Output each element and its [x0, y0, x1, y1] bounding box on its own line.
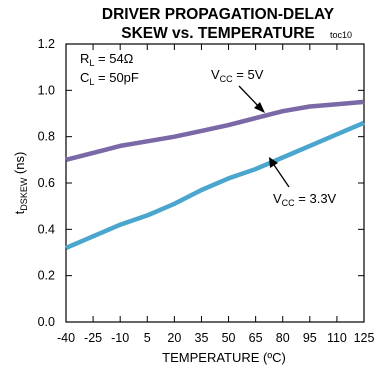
series-label-vcc-5v-rest: = 5V: [233, 67, 264, 82]
x-tick-label: -40: [57, 331, 75, 345]
y-axis-label-sub: DSKEW: [19, 177, 29, 211]
series-label-vcc-5v-main: V: [211, 67, 220, 82]
series-label-vcc-3v3: VCC = 3.3V: [273, 191, 337, 208]
x-tick-label: 20: [167, 331, 181, 345]
condition-cl-main: C: [80, 70, 89, 85]
series-line-vcc-5v: [65, 99, 365, 162]
condition-rl: RL = 54Ω: [80, 51, 134, 68]
y-tick-label: 1.0: [38, 83, 55, 97]
y-axis: 0.0 0.2 0.4 0.6 0.8 1.0 1.2: [38, 37, 364, 329]
x-tick-label: 5: [144, 331, 151, 345]
y-tick-label: 0.8: [38, 130, 55, 144]
x-tick-label: 65: [249, 331, 263, 345]
x-axis-label: TEMPERATURE (ºC): [162, 350, 286, 365]
x-tick-label: 95: [303, 331, 317, 345]
chart-title: DRIVER PROPAGATION-DELAY: [102, 6, 335, 23]
condition-rl-rest: = 54Ω: [94, 51, 133, 66]
condition-cl: CL = 50pF: [80, 70, 139, 87]
figure-id: toc10: [330, 30, 352, 40]
series-label-vcc-3v3-rest: = 3.3V: [295, 191, 337, 206]
series-label-vcc-3v3-main: V: [273, 191, 282, 206]
y-tick-label: 0.6: [38, 176, 55, 190]
series-label-vcc-5v: VCC = 5V: [211, 67, 264, 84]
condition-rl-sub: L: [89, 58, 94, 68]
condition-rl-main: R: [80, 51, 89, 66]
x-axis: -40 -25 -10 5 20 35 50 65 80 95 110 125: [57, 44, 375, 345]
x-tick-label: 50: [222, 331, 236, 345]
annotation-arrow-5v: [238, 85, 265, 113]
y-tick-label: 1.2: [38, 37, 55, 51]
condition-cl-rest: = 50pF: [94, 70, 139, 85]
condition-cl-sub: L: [89, 77, 94, 87]
x-tick-label: 35: [195, 331, 209, 345]
x-tick-label: 110: [327, 331, 347, 345]
y-axis-label-main: t: [12, 210, 27, 214]
y-axis-label-unit: (ns): [12, 152, 27, 178]
y-tick-label: 0.2: [38, 269, 55, 283]
x-tick-label: 80: [276, 331, 290, 345]
series-label-vcc-3v3-sub: CC: [282, 198, 295, 208]
x-tick-label: 125: [354, 331, 375, 345]
series-lines: [65, 99, 365, 250]
annotation-arrow-3v3: [269, 157, 290, 188]
x-tick-label: -25: [84, 331, 102, 345]
series-line-vcc-3v3: [65, 120, 365, 250]
chart-subtitle: SKEW vs. TEMPERATURE: [121, 25, 315, 42]
x-tick-label: -10: [111, 331, 129, 345]
y-axis-label: tDSKEW (ns): [12, 152, 29, 215]
series-label-vcc-5v-sub: CC: [220, 74, 233, 84]
y-tick-label: 0.0: [38, 315, 55, 329]
y-tick-label: 0.4: [38, 222, 55, 236]
